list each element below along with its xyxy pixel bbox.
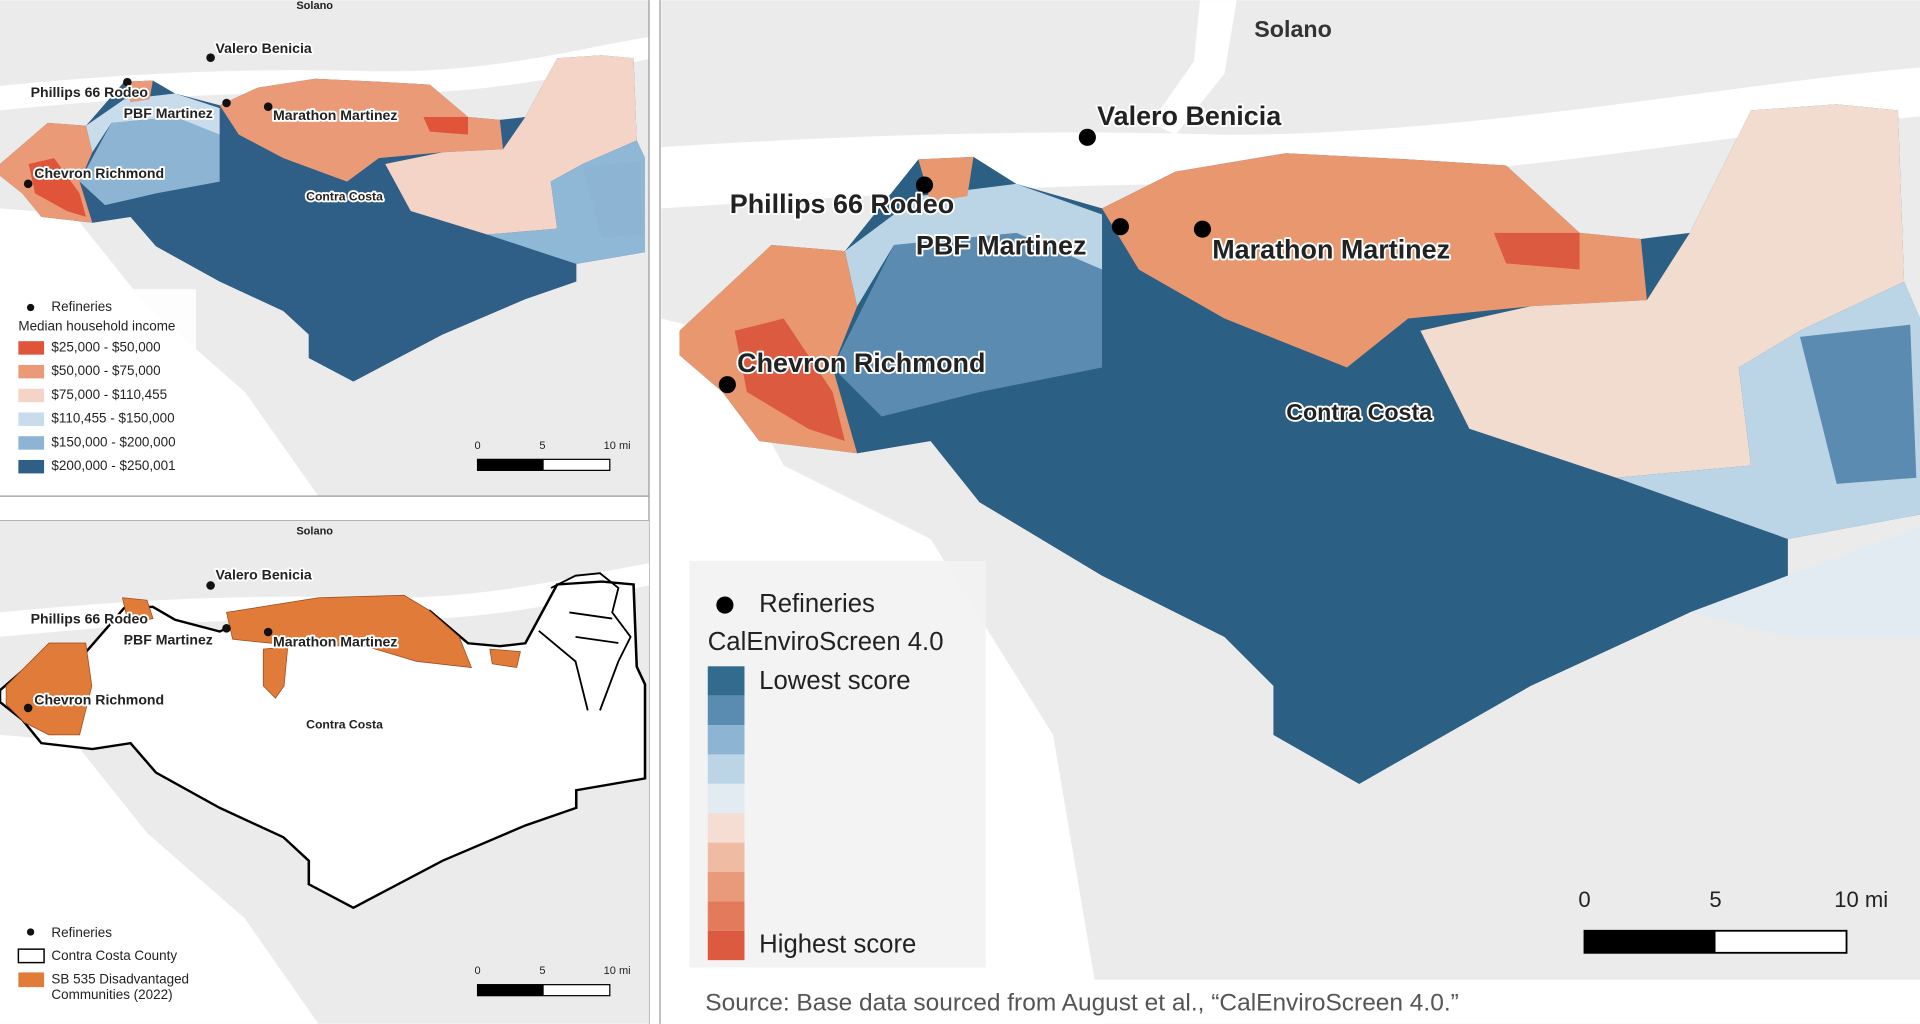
legend-label: Refineries bbox=[51, 925, 112, 940]
place-label: PBF Martinez bbox=[124, 105, 213, 121]
legend-swatch bbox=[707, 930, 745, 961]
scale-label: 5 bbox=[539, 965, 545, 977]
legend-swatch bbox=[707, 754, 745, 784]
place-label: Marathon Martinez bbox=[273, 107, 397, 123]
place-label: Contra Costa bbox=[306, 190, 383, 204]
legend-swatch bbox=[18, 459, 45, 474]
legend-label: Contra Costa County bbox=[51, 948, 177, 963]
place-label: Solano bbox=[1254, 16, 1332, 42]
legend-label: Highest score bbox=[759, 930, 916, 958]
legend-label: Refineries bbox=[759, 590, 875, 618]
place-label: Solano bbox=[296, 525, 333, 537]
place-label: Marathon Martinez bbox=[273, 634, 397, 650]
place-label: Phillips 66 Rodeo bbox=[31, 84, 149, 100]
place-label: Valero Benicia bbox=[216, 40, 312, 56]
place-label: PBF Martinez bbox=[124, 631, 213, 647]
legend-label: $50,000 - $75,000 bbox=[51, 363, 160, 378]
legend-label: Lowest score bbox=[759, 667, 910, 695]
legend-swatch bbox=[707, 813, 745, 843]
place-label: Chevron Richmond bbox=[34, 691, 164, 707]
legend-swatch bbox=[707, 695, 745, 726]
legend-swatch bbox=[707, 901, 745, 931]
legend: $25,000 - $50,000 $50,000 - $75,000 $75,00… bbox=[18, 339, 176, 474]
place-label: Valero Benicia bbox=[216, 566, 312, 582]
legend-swatch bbox=[707, 783, 745, 814]
scale-label: 10 mi bbox=[604, 440, 631, 452]
scale-label: 5 bbox=[539, 440, 545, 452]
legend-swatch bbox=[18, 436, 45, 450]
legend-swatch bbox=[707, 872, 745, 902]
legend-label: $200,000 - $250,001 bbox=[51, 458, 175, 473]
place-label: Contra Costa bbox=[1286, 399, 1433, 425]
scale-label: 5 bbox=[1709, 887, 1721, 912]
legend-label: SB 535 Disadvantaged bbox=[51, 971, 189, 986]
scale-label: 10 mi bbox=[1834, 887, 1888, 912]
place-label: Contra Costa bbox=[306, 717, 383, 731]
scale-label: 0 bbox=[474, 440, 480, 452]
place-label: Solano bbox=[296, 0, 333, 12]
place-label: Chevron Richmond bbox=[737, 348, 985, 378]
place-label: Phillips 66 Rodeo bbox=[730, 189, 954, 219]
place-label: Phillips 66 Rodeo bbox=[31, 610, 149, 626]
legend-label: Refineries bbox=[51, 299, 112, 314]
sb535-map: Solano Valero Benicia Phillips 66 Rodeo … bbox=[0, 520, 649, 1024]
legend-label: $25,000 - $50,000 bbox=[51, 339, 160, 354]
place-label: Marathon Martinez bbox=[1212, 234, 1450, 264]
legend-swatch bbox=[707, 666, 745, 696]
legend-label: $110,455 - $150,000 bbox=[51, 411, 174, 426]
legend-swatch bbox=[18, 341, 45, 355]
legend-swatch bbox=[707, 725, 745, 755]
place-label: Valero Benicia bbox=[1097, 101, 1282, 131]
legend-title: CalEnviroScreen 4.0 bbox=[708, 628, 944, 656]
legend-label: $75,000 - $110,455 bbox=[51, 387, 167, 402]
legend-label: $150,000 - $200,000 bbox=[51, 435, 175, 450]
legend-title: Median household income bbox=[18, 319, 175, 334]
legend bbox=[707, 666, 745, 961]
place-label: Chevron Richmond bbox=[34, 165, 164, 181]
place-label: PBF Martinez bbox=[916, 231, 1087, 261]
scale-label: 10 mi bbox=[604, 965, 631, 977]
legend-swatch bbox=[18, 364, 45, 379]
legend-swatch bbox=[18, 388, 45, 403]
scale-label: 0 bbox=[474, 965, 480, 977]
source-note: Source: Base data sourced from August et… bbox=[705, 990, 1458, 1017]
calenviroscreen-map: Solano Valero Benicia Phillips 66 Rodeo … bbox=[661, 0, 1920, 1024]
legend-swatch bbox=[707, 842, 745, 872]
legend-label: Communities (2022) bbox=[51, 987, 172, 1002]
legend-swatch bbox=[18, 412, 45, 426]
scale-label: 0 bbox=[1578, 887, 1590, 912]
legend-swatch bbox=[18, 972, 45, 988]
income-map: Solano Valero Benicia Phillips 66 Rodeo … bbox=[0, 0, 649, 497]
